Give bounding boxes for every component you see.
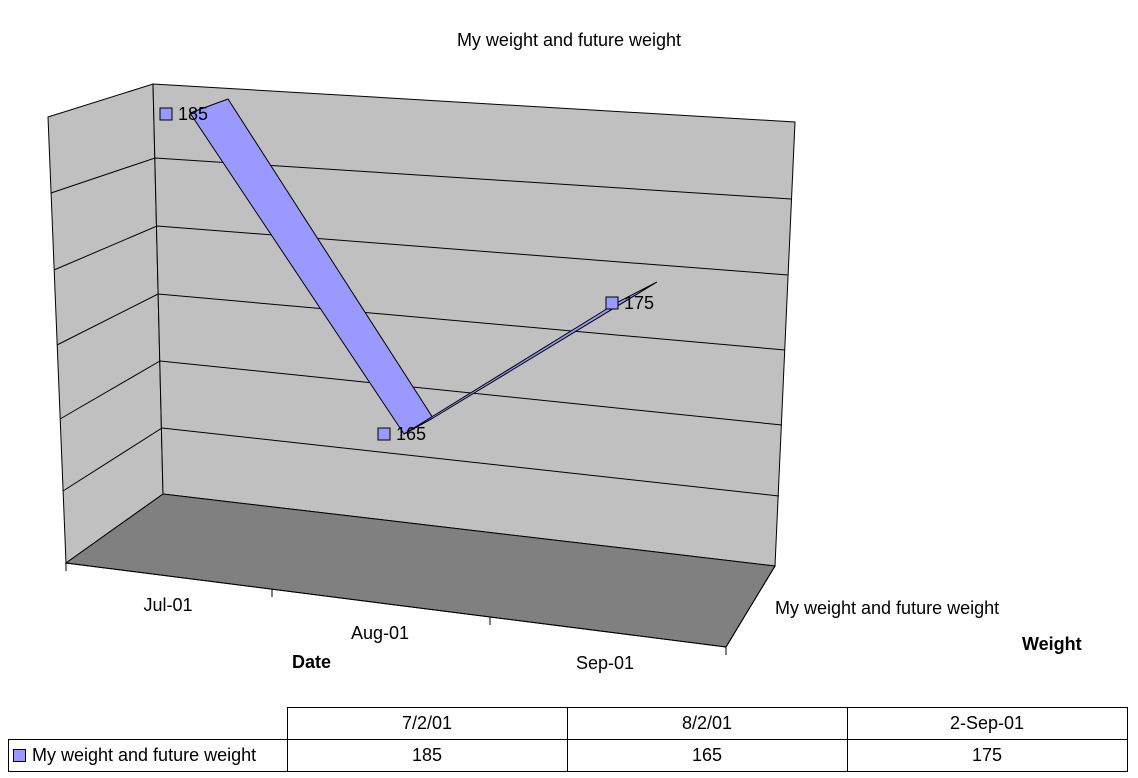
data-table-cell: 165 <box>566 739 848 772</box>
gridline <box>59 360 783 426</box>
data-table-header-row: 7/2/01 8/2/01 2-Sep-01 <box>8 707 1128 740</box>
ribbon-segment <box>403 281 658 435</box>
data-table-series-cell: My weight and future weight <box>8 739 288 772</box>
x-axis-line <box>65 562 727 648</box>
series-axis-label: My weight and future weight <box>775 598 999 618</box>
legend-label: My weight and future weight <box>32 745 257 765</box>
data-label: 165 <box>396 424 426 444</box>
gridline <box>50 157 792 200</box>
data-label: 185 <box>178 104 208 124</box>
data-point <box>159 107 173 121</box>
data-point <box>605 296 619 310</box>
data-table-corner <box>8 707 288 740</box>
data-table-row: My weight and future weight 185 165 175 <box>8 739 1128 772</box>
data-label: 175 <box>624 293 654 313</box>
x-tick-label: Jul-01 <box>143 595 192 615</box>
data-table: 7/2/01 8/2/01 2-Sep-01 My weight and fut… <box>8 707 1128 772</box>
x-tick-label: Aug-01 <box>351 623 409 643</box>
data-table-header: 7/2/01 <box>286 707 568 740</box>
z-axis-title: Weight <box>1022 634 1082 654</box>
data-table-header: 8/2/01 <box>566 707 848 740</box>
x-axis-title: Date <box>292 652 331 672</box>
data-point <box>377 427 391 441</box>
data-table-cell: 185 <box>286 739 568 772</box>
depth-axis-line <box>725 565 776 648</box>
chart-title: My weight and future weight <box>457 30 681 50</box>
chart: My weight and future weight Jul-01 Aug-0… <box>47 30 1082 673</box>
data-table-header: 2-Sep-01 <box>846 707 1128 740</box>
series-ribbon <box>189 98 658 435</box>
gridlines <box>50 157 792 497</box>
side-wall <box>47 83 164 564</box>
data-table-cell: 175 <box>846 739 1128 772</box>
gridline <box>62 427 780 497</box>
x-axis <box>65 562 727 655</box>
gridline <box>53 225 789 276</box>
x-tick-label: Sep-01 <box>576 653 634 673</box>
legend-key-icon <box>13 749 26 762</box>
